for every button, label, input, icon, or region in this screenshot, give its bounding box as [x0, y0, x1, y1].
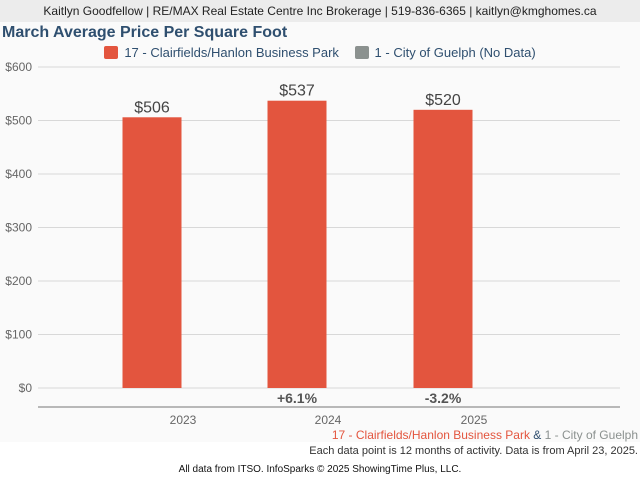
y-tick-label: $0	[19, 381, 33, 395]
data-credit: All data from ITSO. InfoSparks © 2025 Sh…	[178, 464, 462, 475]
area-caption: 17 - Clairfields/Hanlon Business Park & …	[332, 428, 638, 442]
value-label: $537	[279, 83, 315, 100]
legend-item-guelph[interactable]: 1 - City of Guelph (No Data)	[354, 45, 536, 60]
area-caption-clairfields: 17 - Clairfields/Hanlon Business Park	[331, 428, 530, 442]
bar-2023	[122, 117, 182, 388]
area-caption-amp: &	[529, 428, 545, 442]
change-label: -3.2%	[425, 390, 462, 406]
y-tick-label: $200	[5, 274, 32, 288]
value-label: $520	[425, 92, 461, 109]
chart-title: March Average Price Per Square Foot	[2, 24, 288, 41]
legend-label-clairfields: 17 - Clairfields/Hanlon Business Park	[124, 45, 339, 60]
y-tick-label: $100	[5, 328, 32, 342]
bar-2024	[267, 100, 327, 388]
bar-2025	[413, 109, 473, 389]
agent-header: Kaitlyn Goodfellow | RE/MAX Real Estate …	[0, 0, 640, 22]
x-tick-label: 2023	[170, 413, 197, 427]
value-label: $506	[134, 99, 170, 116]
area-caption-guelph: 1 - City of Guelph	[544, 428, 638, 442]
y-tick-label: $400	[5, 167, 32, 181]
x-tick-label: 2024	[315, 413, 342, 427]
data-note: Each data point is 12 months of activity…	[309, 445, 638, 457]
y-tick-label: $300	[5, 221, 32, 235]
x-tick-label: 2025	[461, 413, 488, 427]
legend-item-clairfields[interactable]: 17 - Clairfields/Hanlon Business Park	[104, 45, 339, 60]
legend: 17 - Clairfields/Hanlon Business Park 1 …	[0, 45, 640, 62]
legend-swatch-clairfields	[104, 46, 119, 59]
change-label: +6.1%	[277, 390, 318, 406]
legend-swatch-guelph	[354, 46, 369, 59]
legend-label-guelph: 1 - City of Guelph (No Data)	[374, 45, 536, 60]
y-tick-label: $500	[5, 114, 32, 128]
y-tick-label: $600	[5, 60, 32, 74]
